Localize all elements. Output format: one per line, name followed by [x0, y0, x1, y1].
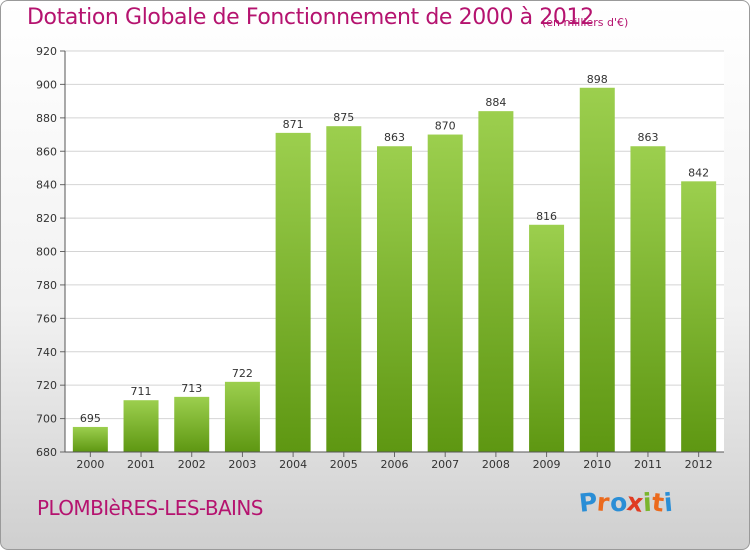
x-tick-label: 2001 — [127, 458, 155, 471]
value-label: 713 — [181, 382, 202, 395]
value-label: 816 — [536, 210, 557, 223]
y-tick-label: 880 — [36, 112, 57, 125]
x-tick-label: 2007 — [431, 458, 459, 471]
value-label: 898 — [587, 73, 608, 86]
bar-2006 — [377, 146, 412, 453]
bar-2003 — [224, 381, 260, 452]
y-tick-label: 800 — [36, 246, 57, 259]
commune-name: PLOMBIèRES-LES-BAINS — [37, 496, 263, 520]
bar-2001 — [123, 400, 159, 452]
value-label: 863 — [384, 131, 405, 144]
chart-title: Dotation Globale de Fonctionnement de 20… — [27, 5, 594, 30]
bar-2007 — [427, 134, 463, 452]
bar-2010 — [579, 87, 615, 452]
value-label: 884 — [485, 96, 506, 109]
x-tick-label: 2005 — [330, 458, 358, 471]
x-tick-label: 2000 — [76, 458, 104, 471]
y-tick-label: 680 — [36, 446, 57, 459]
y-tick-label: 740 — [36, 346, 57, 359]
x-tick-label: 2010 — [583, 458, 611, 471]
value-label: 842 — [688, 166, 709, 179]
x-tick-label: 2008 — [482, 458, 510, 471]
bar-2000 — [72, 426, 108, 452]
bar-2008 — [478, 111, 514, 453]
bar-2005 — [326, 126, 362, 452]
x-tick-label: 2009 — [533, 458, 561, 471]
logo-letter: i — [662, 487, 674, 518]
y-tick-label: 840 — [36, 179, 57, 192]
y-tick-label: 720 — [36, 379, 57, 392]
x-tick-label: 2011 — [634, 458, 662, 471]
value-label: 875 — [333, 111, 354, 124]
bar-2004 — [275, 132, 311, 452]
unit-note: (en milliers d'€) — [542, 16, 629, 29]
x-tick-label: 2003 — [228, 458, 256, 471]
bar-2012 — [681, 181, 717, 452]
y-tick-label: 760 — [36, 312, 57, 325]
proxiti-logo[interactable]: Proxiti — [578, 487, 674, 518]
y-tick-label: 820 — [36, 212, 57, 225]
bar-2011 — [630, 146, 666, 453]
y-tick-label: 900 — [36, 78, 57, 91]
x-tick-label: 2012 — [685, 458, 713, 471]
y-tick-label: 780 — [36, 279, 57, 292]
y-tick-label: 860 — [36, 145, 57, 158]
x-tick-label: 2006 — [381, 458, 409, 471]
value-label: 711 — [131, 385, 152, 398]
y-tick-label: 700 — [36, 413, 57, 426]
x-tick-label: 2002 — [178, 458, 206, 471]
value-label: 870 — [435, 120, 456, 133]
x-tick-label: 2004 — [279, 458, 307, 471]
value-label: 871 — [283, 118, 304, 131]
value-label: 695 — [80, 412, 101, 425]
value-label: 722 — [232, 367, 253, 380]
bar-2002 — [174, 396, 210, 452]
value-label: 863 — [637, 131, 658, 144]
y-tick-label: 920 — [36, 45, 57, 58]
bar-2009 — [529, 224, 565, 452]
